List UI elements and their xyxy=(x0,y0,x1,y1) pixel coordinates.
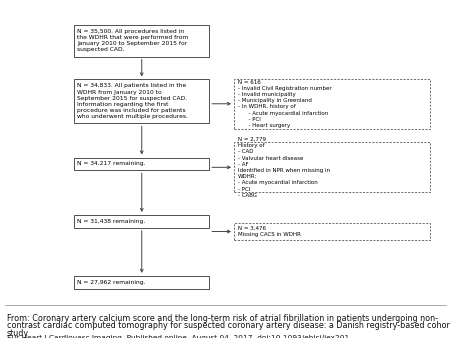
Text: Eur Heart J Cardiovasc Imaging. Published online  August 04, 2017. doi:10.1093/e: Eur Heart J Cardiovasc Imaging. Publishe… xyxy=(7,335,349,338)
Text: N = 2,779
History of
- CAD
- Valvular heart disease
- AF
Identified in NPR when : N = 2,779 History of - CAD - Valvular he… xyxy=(238,137,329,198)
Text: study: study xyxy=(7,329,29,338)
Text: N = 34,217 remaining.: N = 34,217 remaining. xyxy=(77,162,146,166)
Text: contrast cardiac computed tomography for suspected coronary artery disease: a Da: contrast cardiac computed tomography for… xyxy=(7,321,450,331)
Text: N = 35,500. All procedures listed in
the WDHR that were performed from
January 2: N = 35,500. All procedures listed in the… xyxy=(77,29,189,52)
FancyBboxPatch shape xyxy=(234,79,430,129)
Text: N = 34,833. All patients listed in the
WDHR from January 2010 to
September 2015 : N = 34,833. All patients listed in the W… xyxy=(77,83,188,119)
FancyBboxPatch shape xyxy=(234,223,430,240)
Text: N = 616
- Invalid Civil Registration number
- Invalid municipality
- Municipalit: N = 616 - Invalid Civil Registration num… xyxy=(238,79,331,128)
FancyBboxPatch shape xyxy=(74,158,209,170)
Text: N = 27,962 remaining.: N = 27,962 remaining. xyxy=(77,280,146,285)
FancyBboxPatch shape xyxy=(234,142,430,192)
Text: From: Coronary artery calcium score and the long-term risk of atrial fibrillatio: From: Coronary artery calcium score and … xyxy=(7,314,438,323)
FancyBboxPatch shape xyxy=(74,79,209,123)
FancyBboxPatch shape xyxy=(74,215,209,228)
Text: N = 31,438 remaining.: N = 31,438 remaining. xyxy=(77,219,146,224)
FancyBboxPatch shape xyxy=(74,25,209,57)
FancyBboxPatch shape xyxy=(74,276,209,289)
Text: N = 3,476
Missing CACS in WDHR: N = 3,476 Missing CACS in WDHR xyxy=(238,226,301,237)
